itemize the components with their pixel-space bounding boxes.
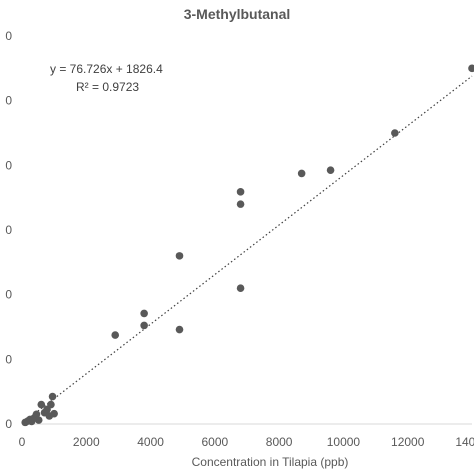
x-axis-label: Concentration in Tilapia (ppb) <box>191 455 349 469</box>
data-point <box>37 400 46 409</box>
y-tick-label: 0 <box>5 29 12 43</box>
trendline-r2: R² = 0.9723 <box>76 80 140 94</box>
data-point <box>34 416 43 424</box>
data-point <box>175 325 184 334</box>
data-point <box>236 188 245 196</box>
data-point <box>297 169 306 178</box>
chart-title: 3-Methylbutanal <box>183 6 291 22</box>
data-point <box>175 252 184 260</box>
y-tick-label: 0 <box>5 94 12 108</box>
data-point <box>236 284 245 293</box>
data-point <box>47 400 55 409</box>
x-tick-label: 6000 <box>202 435 229 449</box>
x-tick-label: 4000 <box>137 435 164 449</box>
x-tick-label: 8000 <box>266 435 293 449</box>
y-tick-label: 0 <box>5 288 12 302</box>
x-tick-label: 12000 <box>391 435 425 449</box>
data-point <box>48 392 57 401</box>
data-point <box>32 410 41 419</box>
data-point <box>236 200 245 208</box>
trendline <box>21 75 473 424</box>
data-point <box>468 64 474 73</box>
trendline-equation: y = 76.726x + 1826.4 <box>50 62 163 76</box>
data-point <box>111 331 120 339</box>
y-tick-label: 0 <box>5 352 12 366</box>
data-point <box>391 129 399 137</box>
data-point <box>140 309 148 318</box>
x-tick-label: 0 <box>19 435 26 449</box>
y-tick-label: 0 <box>5 158 12 172</box>
y-tick-label: 0 <box>5 223 12 237</box>
x-tick-label: 10000 <box>327 435 361 449</box>
data-point <box>326 166 335 174</box>
x-tick-label: 2000 <box>73 435 100 449</box>
data-point <box>140 321 148 330</box>
y-tick-label: 0 <box>5 417 12 431</box>
data-point <box>50 409 58 418</box>
